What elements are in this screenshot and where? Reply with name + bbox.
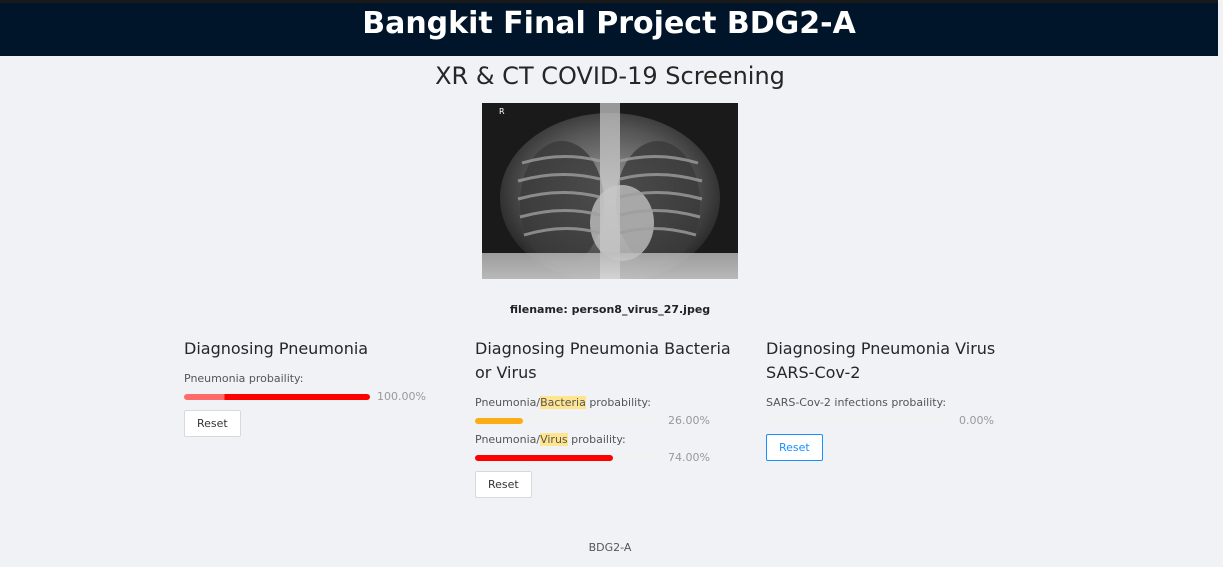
probability-label: Pneumonia probaility: [184, 372, 304, 385]
filename-label: filename: person8_virus_27.jpeg [509, 303, 711, 316]
xray-marker: R [499, 107, 505, 116]
probability-percent: 74.00% [668, 451, 710, 464]
probability-fill [475, 418, 524, 424]
panel-bacteria-virus: Diagnosing Pneumonia Bacteria or Virus P… [475, 337, 745, 498]
probability-label-bacteria: Pneumonia/Bacteria probability: [475, 396, 651, 409]
probability-bar-virus: 74.00% [475, 451, 745, 467]
reset-button[interactable]: Reset [475, 471, 532, 498]
probability-label-virus: Pneumonia/Virus probaility: [475, 433, 626, 446]
probability-label: SARS-Cov-2 infections probaility: [766, 396, 947, 409]
reset-button[interactable]: Reset [184, 410, 241, 437]
probability-fill [184, 394, 370, 400]
scrollbar[interactable] [1218, 0, 1223, 567]
probability-bar: 100.00% [184, 390, 454, 406]
page-subtitle: XR & CT COVID-19 Screening [435, 62, 785, 90]
footer-text: BDG2-A [588, 541, 632, 554]
probability-percent: 100.00% [377, 390, 426, 403]
xray-image: R [482, 103, 738, 279]
probability-bar: 0.00% [766, 414, 1036, 430]
app-header: Bangkit Final Project BDG2-A [0, 3, 1218, 56]
panel-title: Diagnosing Pneumonia Bacteria or Virus [475, 339, 731, 382]
panel-sars-cov-2: Diagnosing Pneumonia Virus SARS-Cov-2 SA… [766, 337, 1036, 461]
reset-button[interactable]: Reset [766, 434, 823, 461]
panel-pneumonia: Diagnosing Pneumonia Pneumonia probailit… [184, 337, 454, 437]
app-title: Bangkit Final Project BDG2-A [362, 5, 856, 41]
probability-bar-bacteria: 26.00% [475, 414, 745, 430]
probability-percent: 26.00% [668, 414, 710, 427]
probability-percent: 0.00% [959, 414, 994, 427]
panel-title: Diagnosing Pneumonia Virus SARS-Cov-2 [766, 339, 996, 382]
probability-fill [475, 455, 613, 461]
window-top-border [0, 0, 1223, 3]
panel-title: Diagnosing Pneumonia [184, 339, 369, 358]
